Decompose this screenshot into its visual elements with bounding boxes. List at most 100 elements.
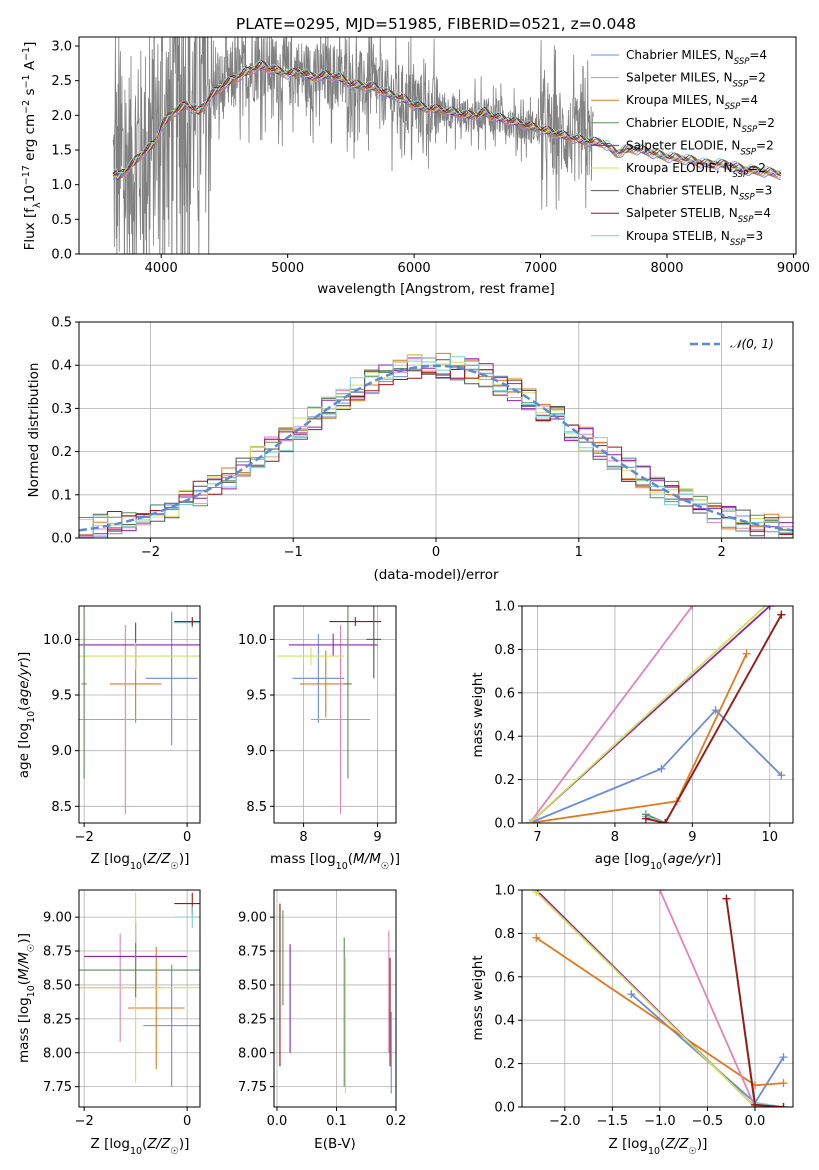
axes-ebv-mass: 0.0 0.1 0.2 7.75 8.00 8.25 8.50 8.75 9.00 E(B-V) — [238, 889, 407, 1152]
y-tick-label: 8.00 — [238, 1046, 267, 1061]
x-tick-label: −1.0 — [644, 1114, 676, 1129]
plot-area-spectrum — [112, 37, 782, 254]
y-tick-label: 2.5 — [51, 74, 72, 89]
weight-line-2 — [528, 606, 694, 823]
x-axis-label: Z [log10(Z/Z☉)] — [609, 1136, 708, 1157]
weight-point — [750, 1100, 759, 1107]
x-tick-label: 0.0 — [267, 1114, 288, 1129]
model-line-6 — [112, 61, 781, 177]
legend-entry: Kroupa STELIB, NSSP=3 — [626, 229, 763, 248]
x-axis-label: mass [log10(M/M☉)] — [270, 851, 400, 872]
weight-point — [765, 606, 774, 610]
x-tick-label: 0 — [183, 1114, 191, 1129]
x-axis-label: E(B-V) — [314, 1136, 356, 1152]
weight-point — [779, 1103, 788, 1107]
plot-area-residuals — [79, 352, 793, 538]
model-line-3 — [112, 65, 781, 180]
y-tick-label: 0.0 — [51, 248, 72, 263]
figure-title: PLATE=0295, MJD=51985, FIBERID=0521, z=0… — [236, 15, 636, 33]
y-tick-label: 0.3 — [51, 402, 72, 417]
axes-frame — [273, 605, 397, 824]
x-tick-label: −0.5 — [692, 1114, 724, 1129]
y-tick-label: 9.00 — [43, 911, 72, 926]
axes-frame — [273, 889, 397, 1108]
y-tick-label: 8.25 — [238, 1012, 267, 1027]
weight-point — [777, 610, 786, 619]
x-tick-label: 6000 — [398, 261, 431, 276]
y-tick-label: 8.50 — [238, 978, 267, 993]
model-line-8 — [112, 60, 782, 174]
weight-point — [779, 1053, 788, 1062]
x-axis-label: age [log10(age/yr)] — [595, 851, 721, 872]
x-tick-label: −2.0 — [549, 1114, 581, 1129]
y-tick-label: 1.0 — [51, 178, 72, 193]
histogram-7 — [79, 369, 793, 538]
weight-line-2 — [659, 890, 756, 1107]
y-tick-label: 0.8 — [494, 927, 515, 942]
y-axis-label: Flux [fλ10−17 erg cm−2 s−1 A−1] — [21, 42, 43, 251]
y-tick-label: 8.5 — [246, 800, 267, 815]
y-axis-label: age [log10(age/yr)] — [16, 652, 37, 778]
axes-frame — [78, 605, 201, 824]
x-tick-label: 0.2 — [386, 1114, 407, 1129]
weight-point — [779, 1079, 788, 1088]
weight-point — [777, 771, 786, 780]
y-tick-label: 8.50 — [43, 978, 72, 993]
weight-point — [627, 990, 636, 999]
weight-point — [525, 819, 534, 823]
y-tick-label: 3.0 — [51, 40, 72, 55]
y-tick-label: 9.00 — [238, 911, 267, 926]
x-tick-label: 8 — [299, 830, 307, 845]
plot-area-z-mass — [79, 892, 200, 1087]
legend-entry: Salpeter MILES, NSSP=2 — [626, 71, 766, 90]
legend-entry: Salpeter ELODIE, NSSP=2 — [626, 138, 774, 157]
legend-entry: Salpeter STELIB, NSSP=4 — [626, 206, 771, 225]
model-line-7 — [112, 60, 782, 175]
spectrum-data-line — [112, 37, 594, 254]
weight-line-0 — [529, 708, 783, 823]
y-tick-label: 0.0 — [51, 532, 72, 547]
y-tick-label: 0.5 — [51, 213, 72, 228]
y-tick-label: 9.0 — [51, 744, 72, 759]
y-tick-label: 10.0 — [238, 633, 267, 648]
x-tick-label: −1.5 — [597, 1114, 629, 1129]
weight-line-4 — [535, 891, 756, 1107]
weight-point — [722, 894, 731, 903]
x-tick-label: −2 — [75, 830, 94, 845]
plot-area-age-weight — [525, 606, 786, 823]
axes-frame — [78, 889, 201, 1108]
legend-entry: Chabrier MILES, NSSP=4 — [626, 48, 767, 67]
model-line-0 — [112, 65, 781, 180]
x-axis-label: wavelength [Angstrom, rest frame] — [317, 281, 555, 297]
y-tick-label: 0.0 — [494, 1101, 515, 1116]
y-tick-label: 1.0 — [494, 600, 515, 615]
y-tick-label: 0.5 — [51, 316, 72, 331]
x-tick-label: 1 — [575, 545, 583, 560]
x-tick-label: 8000 — [650, 261, 683, 276]
y-tick-label: 0.4 — [51, 359, 72, 374]
legend-entry: Kroupa ELODIE, NSSP=2 — [626, 161, 766, 180]
axes-z-age: −2 0 8.5 9.0 9.5 10.0 Z [log10(Z/Z☉)] age [log1… — [16, 605, 201, 872]
weight-point — [657, 764, 666, 773]
x-tick-label: 9000 — [777, 261, 810, 276]
x-tick-label: 0 — [432, 545, 440, 560]
axes-frame — [78, 36, 797, 255]
y-axis-label: mass [log10(M/M☉)] — [16, 933, 37, 1063]
x-tick-label: 0 — [183, 830, 191, 845]
y-tick-label: 0.2 — [51, 445, 72, 460]
plot-area-mass-age — [277, 606, 382, 815]
y-tick-label: 8.00 — [43, 1046, 72, 1061]
y-tick-label: 0.6 — [494, 686, 515, 701]
axes-frame — [521, 889, 794, 1108]
y-tick-label: 0.2 — [494, 1057, 515, 1072]
x-tick-label: −1 — [284, 545, 303, 560]
x-tick-label: 7 — [533, 830, 541, 845]
x-tick-label: 10 — [761, 830, 778, 845]
y-tick-label: 1.5 — [51, 144, 72, 159]
weight-point — [661, 819, 670, 823]
x-tick-label: 2 — [717, 545, 725, 560]
y-tick-label: 7.75 — [43, 1080, 72, 1095]
legend-entry: Chabrier STELIB, NSSP=3 — [626, 184, 772, 203]
y-tick-label: 8.5 — [51, 800, 72, 815]
y-tick-label: 7.75 — [238, 1080, 267, 1095]
